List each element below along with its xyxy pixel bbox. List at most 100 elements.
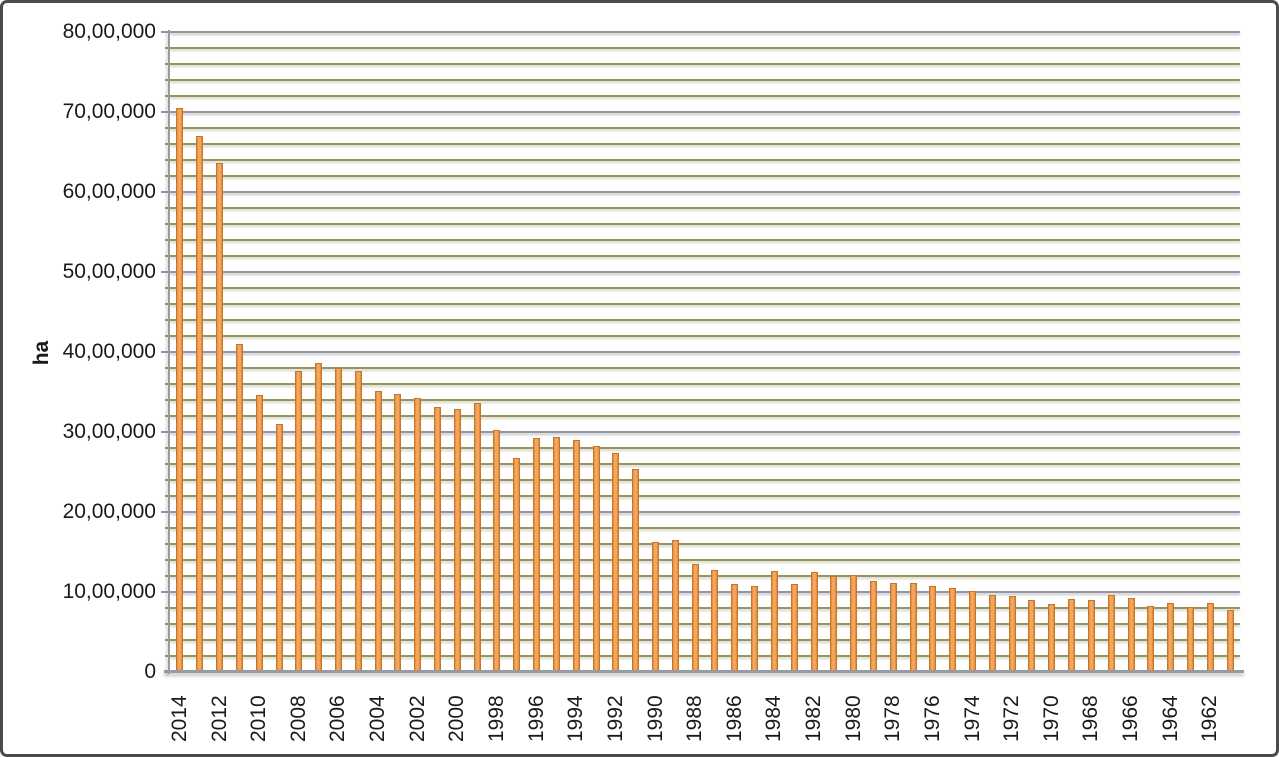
bar-1961	[1226, 609, 1234, 671]
bar-1965	[1147, 606, 1155, 671]
y-minor-tick	[165, 607, 170, 609]
minor-gridline	[170, 543, 1240, 545]
y-axis-line	[168, 30, 170, 674]
bar-1985	[751, 586, 758, 671]
y-minor-tick	[165, 239, 170, 241]
x-tick-label: 2002	[405, 695, 429, 742]
bar-2000	[453, 408, 461, 671]
bar-1978	[889, 583, 897, 671]
y-minor-tick	[165, 623, 170, 625]
y-major-tick	[161, 191, 170, 193]
bar-1963	[1187, 607, 1194, 671]
bar-2014	[176, 108, 184, 671]
y-tick-label: 10,00,000	[62, 580, 156, 603]
bar-1976	[929, 585, 937, 671]
x-tick-label: 1986	[722, 695, 746, 742]
bar-1971	[1028, 600, 1036, 671]
y-minor-tick	[165, 127, 170, 129]
x-tick-label: 1970	[1039, 695, 1063, 742]
minor-gridline	[170, 559, 1240, 561]
minor-gridline	[170, 399, 1240, 401]
bar-2005	[354, 371, 362, 671]
y-minor-tick	[165, 47, 170, 49]
y-major-tick	[161, 111, 170, 113]
bar-2008	[295, 371, 303, 671]
x-tick-label: 1982	[802, 695, 825, 742]
y-minor-tick	[165, 527, 170, 529]
minor-gridline	[170, 287, 1240, 289]
minor-gridline	[170, 223, 1240, 225]
y-tick-label: 30,00,000	[62, 420, 156, 443]
minor-gridline	[170, 575, 1240, 577]
bar-1989	[671, 540, 679, 671]
minor-gridline	[170, 655, 1240, 657]
y-tick-label: 80,00,000	[62, 20, 156, 43]
major-gridline	[170, 591, 1240, 593]
y-tick-label: 70,00,000	[62, 100, 156, 123]
bar-1991	[632, 468, 640, 671]
y-minor-tick	[165, 383, 170, 385]
y-minor-tick	[165, 575, 170, 577]
minor-gridline	[170, 303, 1240, 305]
y-tick-label: 0	[144, 660, 156, 683]
minor-gridline	[170, 319, 1240, 321]
y-major-tick	[161, 31, 170, 33]
x-tick-label: 1996	[524, 695, 548, 742]
x-tick-label: 1968	[1079, 695, 1103, 742]
bar-1994	[572, 440, 580, 671]
minor-gridline	[170, 607, 1240, 609]
y-minor-tick	[165, 63, 170, 65]
y-minor-tick	[165, 255, 170, 257]
bar-2010	[255, 395, 263, 671]
y-minor-tick	[165, 399, 170, 401]
y-minor-tick	[165, 367, 170, 369]
x-tick-label: 1962	[1198, 695, 1222, 742]
x-tick-label: 1984	[762, 695, 786, 742]
minor-gridline	[170, 495, 1240, 497]
x-tick-label: 2004	[366, 695, 390, 742]
x-tick-label: 1964	[1158, 695, 1182, 742]
y-major-tick	[161, 431, 170, 433]
x-tick-label: 1988	[683, 695, 707, 742]
y-minor-tick	[165, 495, 170, 497]
minor-gridline	[170, 79, 1240, 81]
bar-2007	[315, 363, 323, 671]
x-tick-label: 1994	[564, 695, 588, 742]
minor-gridline	[170, 95, 1240, 97]
minor-gridline	[170, 255, 1240, 257]
y-major-tick	[161, 591, 170, 593]
major-gridline	[170, 111, 1240, 113]
major-gridline	[170, 431, 1240, 433]
y-major-tick	[161, 271, 170, 273]
x-tick-label: 1974	[960, 695, 984, 742]
bar-2003	[394, 393, 402, 671]
x-tick-label: 2000	[445, 695, 469, 742]
x-tick-label: 1966	[1119, 695, 1142, 742]
minor-gridline	[170, 175, 1240, 177]
x-tick-label: 2006	[326, 695, 350, 742]
x-tick-label: 1992	[603, 695, 627, 742]
bar-1997	[513, 457, 521, 671]
minor-gridline	[170, 143, 1240, 145]
y-minor-tick	[165, 175, 170, 177]
y-minor-tick	[165, 303, 170, 305]
x-tick-label: 2010	[247, 695, 271, 742]
minor-gridline	[170, 207, 1240, 209]
minor-gridline	[170, 639, 1240, 641]
bar-1993	[592, 445, 600, 671]
bar-1988	[691, 564, 699, 671]
minor-gridline	[170, 479, 1240, 481]
bar-2002	[414, 397, 422, 671]
bar-1970	[1048, 604, 1056, 671]
y-minor-tick	[165, 79, 170, 81]
bar-1992	[612, 452, 620, 671]
minor-gridline	[170, 159, 1240, 161]
x-tick-label: 2008	[286, 695, 310, 742]
bar-1969	[1068, 599, 1076, 671]
bar-1999	[473, 403, 481, 671]
major-gridline	[170, 271, 1240, 273]
x-tick-label: 1990	[643, 695, 667, 742]
bar-2004	[374, 391, 382, 671]
bar-2006	[334, 368, 342, 671]
